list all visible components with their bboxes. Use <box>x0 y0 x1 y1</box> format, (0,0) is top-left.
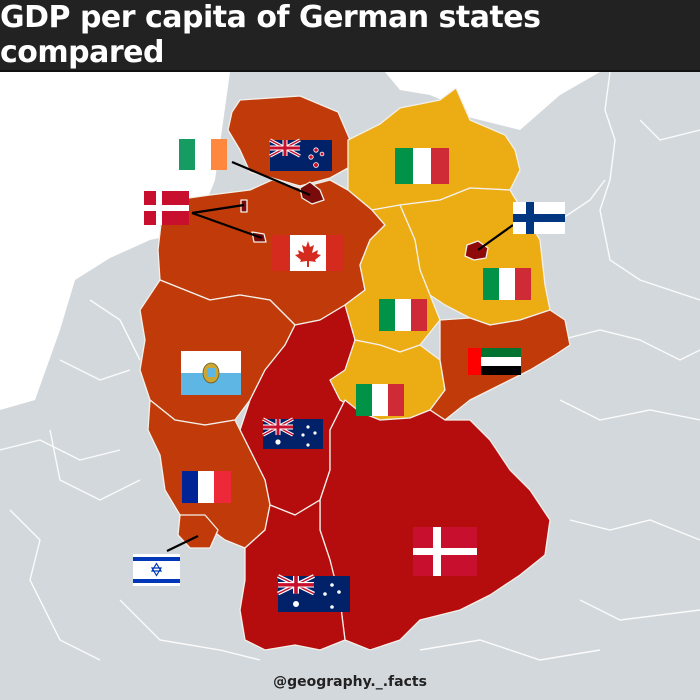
title-bar: GDP per capita of German states compared <box>0 0 700 72</box>
denmark-flag <box>413 527 477 576</box>
uae-flag <box>468 348 521 375</box>
san-marino-flag <box>181 351 241 395</box>
israel-flag <box>133 554 180 586</box>
map-title: GDP per capita of German states compared <box>0 0 541 70</box>
credit-watermark: @geography._.facts <box>273 674 427 690</box>
pointer-lines <box>166 160 514 552</box>
canada-flag <box>272 235 344 271</box>
state-baden-wuerttemberg <box>239 499 346 651</box>
finland-flag <box>513 202 565 234</box>
state-hamburg <box>299 181 325 205</box>
ireland-flag <box>179 139 227 170</box>
italy-flag <box>356 384 404 416</box>
germany-map <box>0 72 700 700</box>
australia-flag <box>263 419 323 449</box>
italy-flag <box>379 299 427 331</box>
france-flag <box>182 471 231 503</box>
denmark-flag <box>144 191 189 225</box>
new-zealand-flag <box>270 140 332 171</box>
australia-flag <box>278 576 350 612</box>
italy-flag <box>395 148 449 184</box>
italy-flag <box>483 268 531 300</box>
